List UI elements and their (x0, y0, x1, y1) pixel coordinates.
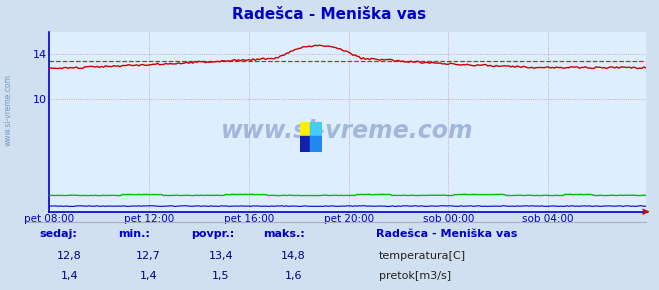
Text: 14,8: 14,8 (281, 251, 306, 261)
Text: 1,4: 1,4 (61, 271, 78, 281)
Text: Radešca - Meniška vas: Radešca - Meniška vas (376, 229, 517, 239)
Text: temperatura[C]: temperatura[C] (379, 251, 466, 261)
Text: www.si-vreme.com: www.si-vreme.com (3, 74, 13, 146)
Text: maks.:: maks.: (264, 229, 305, 239)
Text: 1,6: 1,6 (285, 271, 302, 281)
Text: 1,5: 1,5 (212, 271, 229, 281)
Text: 12,7: 12,7 (136, 251, 161, 261)
Text: 12,8: 12,8 (57, 251, 82, 261)
Text: 1,4: 1,4 (140, 271, 157, 281)
Text: 13,4: 13,4 (208, 251, 233, 261)
Text: min.:: min.: (119, 229, 150, 239)
Text: povpr.:: povpr.: (191, 229, 235, 239)
Text: Radešca - Meniška vas: Radešca - Meniška vas (233, 7, 426, 22)
Text: www.si-vreme.com: www.si-vreme.com (221, 119, 474, 143)
Text: sedaj:: sedaj: (40, 229, 77, 239)
Text: pretok[m3/s]: pretok[m3/s] (379, 271, 451, 281)
